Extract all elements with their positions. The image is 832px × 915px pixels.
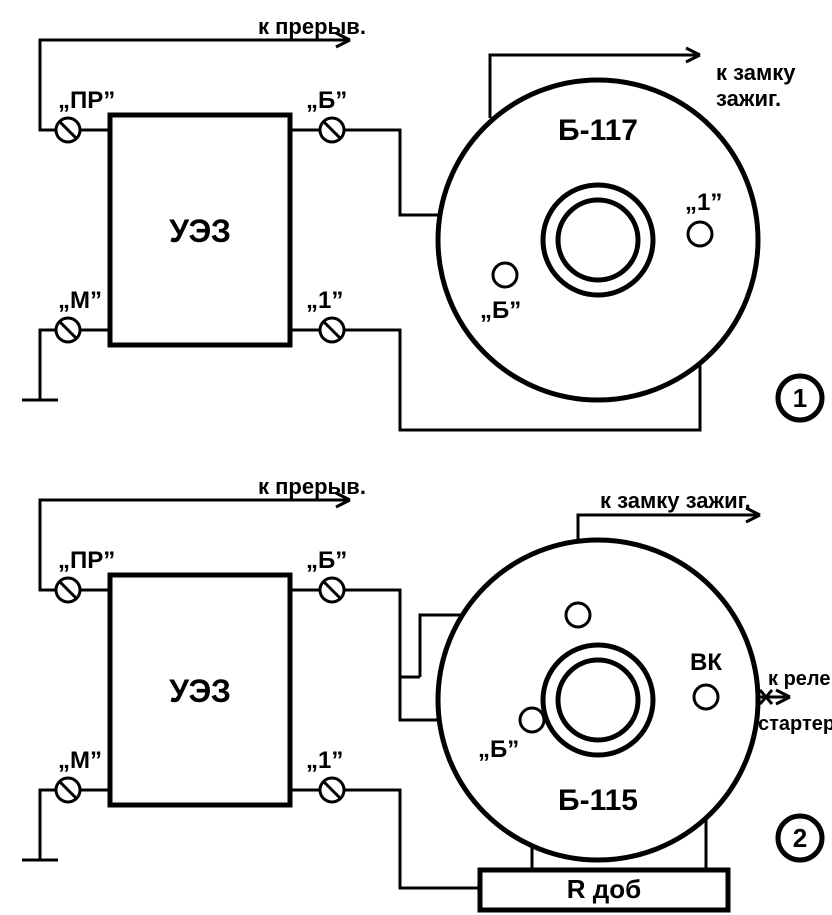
wiring-diagram: УЭЗ „ПР” „М” „Б” „1” Б-117 „Б” „1” к пре… bbox=[0, 0, 832, 915]
d1-block-label: УЭЗ bbox=[169, 213, 231, 249]
d2-coil-inner bbox=[558, 660, 638, 740]
d1-lbl-zamku-1: к замку bbox=[716, 60, 796, 85]
d2-badge-label: 2 bbox=[793, 823, 807, 853]
d1-lbl-zamku-2: зажиг. bbox=[716, 86, 781, 111]
d1-lbl-b-coil: „Б” bbox=[480, 297, 521, 324]
d1-term-b-coil bbox=[493, 263, 517, 287]
d2-rdob-label: R доб bbox=[567, 874, 641, 904]
d1-lbl-m: „М” bbox=[58, 287, 102, 314]
d1-term-1-coil bbox=[688, 222, 712, 246]
d2-coil-label: Б-115 bbox=[558, 784, 638, 817]
d1-lbl-1-coil: „1” bbox=[685, 189, 722, 216]
d1-lbl-preryv: к прерыв. bbox=[258, 14, 366, 39]
d1-coil-inner bbox=[558, 200, 638, 280]
d1-badge-label: 1 bbox=[793, 383, 807, 413]
diagram-2: УЭЗ „ПР” „М” „Б” „1” Б-115 „Б” ВК R доб bbox=[22, 474, 832, 910]
d2-lbl-vk: ВК bbox=[690, 649, 722, 676]
d2-term-top-coil bbox=[566, 603, 590, 627]
d1-lbl-1-block: „1” bbox=[306, 287, 343, 314]
d2-term-b-coil bbox=[520, 708, 544, 732]
d2-lbl-starter1: к реле bbox=[768, 668, 830, 690]
d2-lbl-zamku: к замку зажиг. bbox=[600, 488, 751, 513]
d2-lbl-1-block: „1” bbox=[306, 747, 343, 774]
d2-lbl-b-block: „Б” bbox=[306, 547, 347, 574]
diagram-1: УЭЗ „ПР” „М” „Б” „1” Б-117 „Б” „1” к пре… bbox=[22, 14, 822, 430]
d2-lbl-preryv: к прерыв. bbox=[258, 474, 366, 499]
d1-lbl-pr: „ПР” bbox=[58, 87, 115, 114]
d2-wire-1 bbox=[332, 790, 480, 888]
d1-lbl-b-block: „Б” bbox=[306, 87, 347, 114]
d2-lbl-starter2: стартера bbox=[758, 713, 832, 735]
d2-lbl-b-coil: „Б” bbox=[478, 736, 519, 763]
d1-coil-label: Б-117 bbox=[558, 114, 638, 147]
d2-block-label: УЭЗ bbox=[169, 673, 231, 709]
d2-lbl-m: „М” bbox=[58, 747, 102, 774]
d2-lbl-pr: „ПР” bbox=[58, 547, 115, 574]
d2-term-vk bbox=[694, 685, 718, 709]
